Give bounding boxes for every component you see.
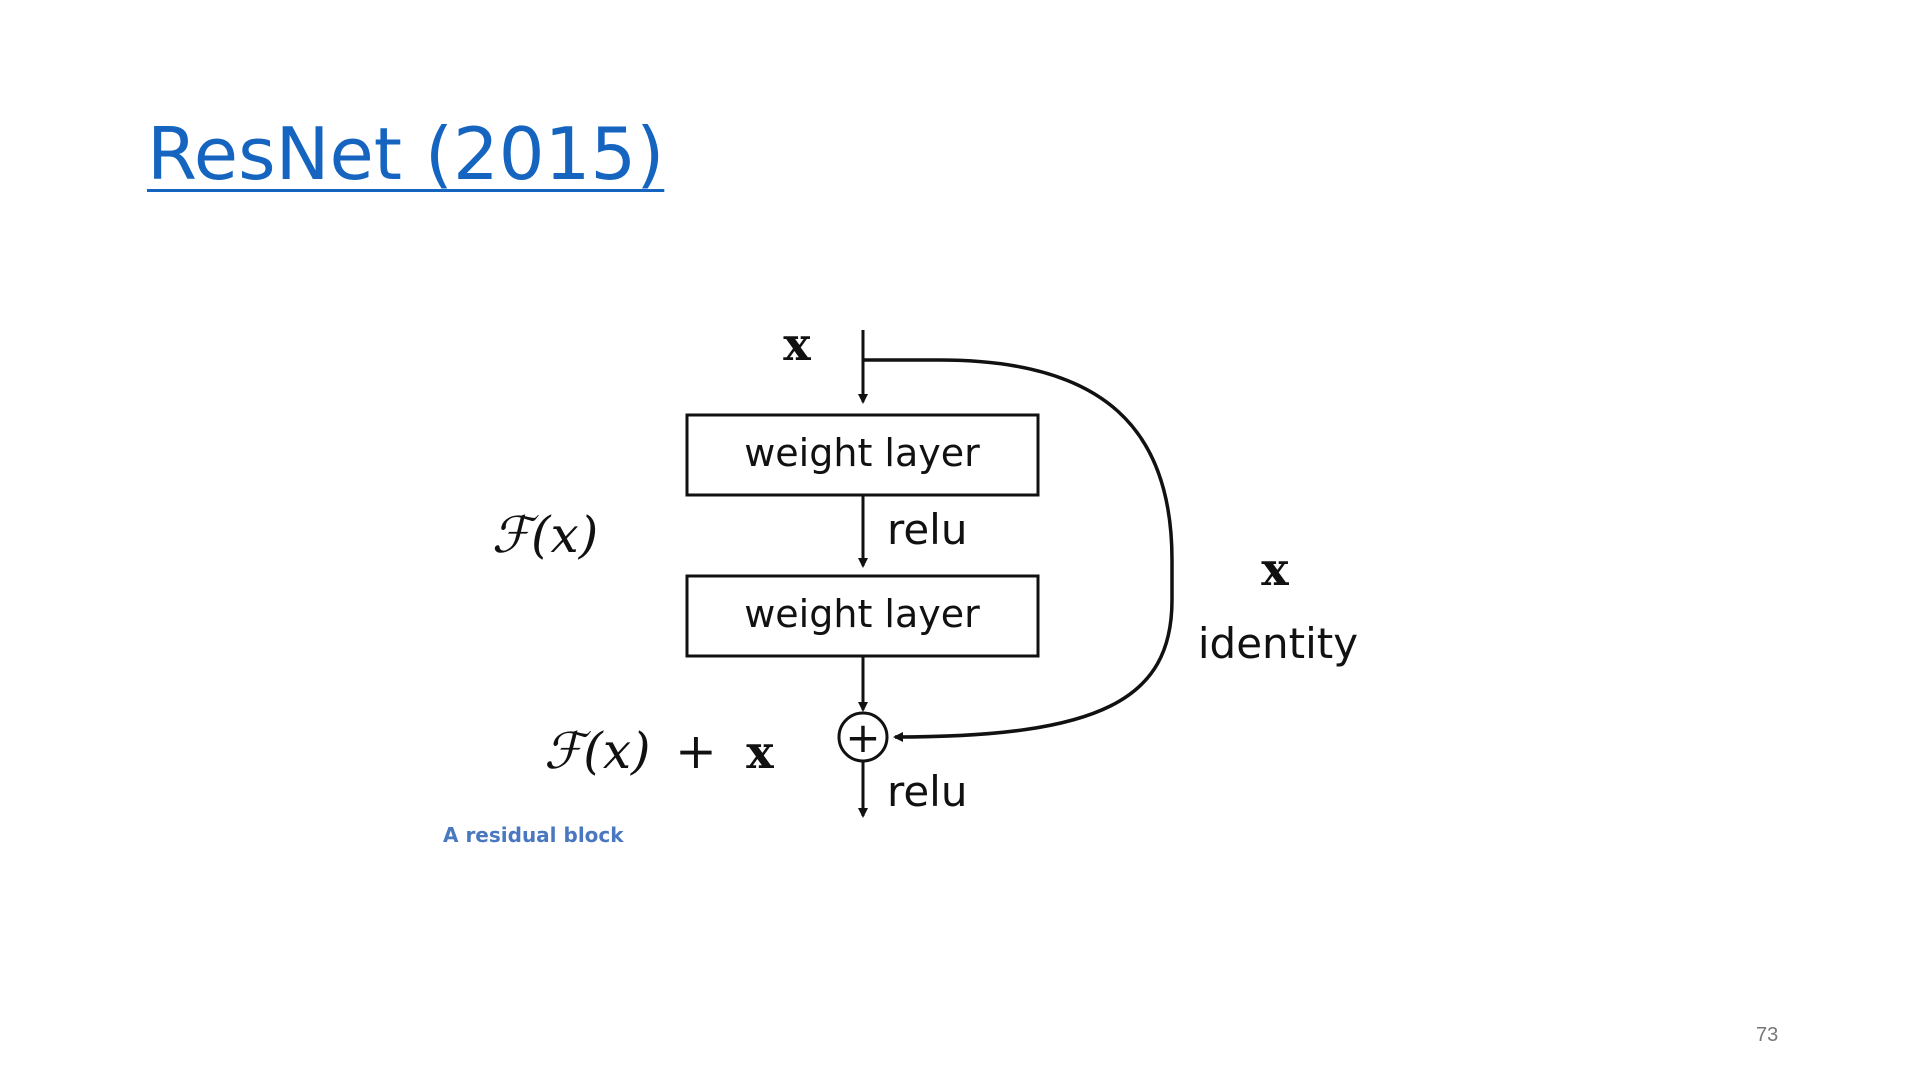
weight-layer-1-label: weight layer <box>744 431 980 475</box>
sum-function-label: ℱ(x) <box>544 722 651 780</box>
slide-title[interactable]: ResNet (2015) <box>147 112 665 196</box>
weight-layer-2-box <box>685 574 1040 658</box>
relu-1-label: relu <box>887 505 967 554</box>
input-x-label: x <box>783 317 811 371</box>
sum-x-label: x <box>746 725 774 779</box>
weight-layer-2-label: weight layer <box>744 592 980 636</box>
diagram-caption: A residual block <box>443 823 624 847</box>
identity-skip-connection <box>863 358 1174 742</box>
page-number: 73 <box>1756 1024 1779 1046</box>
weight-layer-1-box <box>685 413 1040 497</box>
residual-function-label: ℱ(x) <box>492 506 599 564</box>
sum-plus-label: + <box>675 722 717 780</box>
identity-label: identity <box>1198 619 1358 668</box>
relu-2-label: relu <box>887 767 967 816</box>
skip-x-label: x <box>1261 542 1289 596</box>
adder-plus-symbol: + <box>845 713 880 762</box>
